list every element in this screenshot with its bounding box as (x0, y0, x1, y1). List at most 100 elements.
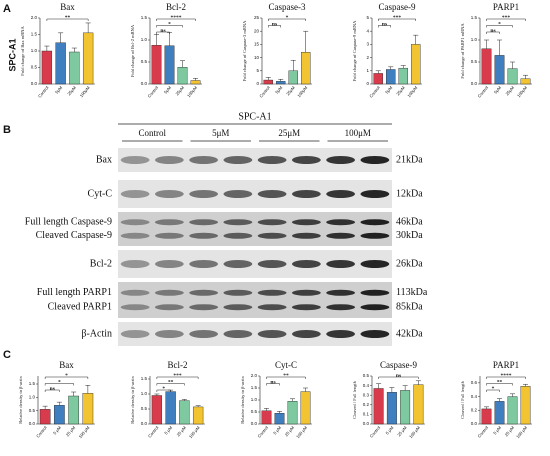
group-label: 25μM (278, 128, 300, 138)
bar (301, 52, 311, 85)
error-bar (167, 32, 172, 46)
significance-label: * (162, 386, 165, 392)
y-tick-label: 1.0 (141, 391, 148, 396)
significance-bracket (486, 389, 500, 392)
y-tick-label: 1.0 (251, 397, 258, 402)
y-tick-label: 0.5 (471, 59, 478, 64)
x-tick-label: 25μM (285, 85, 296, 97)
bar (151, 395, 163, 425)
significance-bracket (156, 31, 170, 34)
bar (82, 32, 94, 85)
band (291, 156, 321, 164)
y-tick-label: 0.6 (471, 380, 478, 385)
bar (386, 392, 397, 425)
y-tick-label: 4 (366, 28, 369, 33)
significance-bracket (46, 18, 89, 21)
chart-title: PARP1 (493, 360, 519, 370)
band (360, 304, 390, 311)
significance-bracket (378, 376, 419, 379)
x-tick-label: 100 μM (515, 425, 528, 439)
error-bar (413, 34, 419, 45)
bar (481, 48, 492, 85)
x-tick-label: 25μM (66, 85, 77, 97)
x-tick-label: 5 μM (163, 425, 173, 436)
y-axis-label: Relative density to β-actin (240, 376, 245, 424)
y-tick-label: 0.0 (471, 421, 478, 426)
y-tick-label: 0.5 (31, 65, 38, 70)
panel-label: A (3, 3, 11, 15)
significance-label: * (286, 15, 289, 21)
band (291, 289, 321, 296)
error-bar (85, 22, 91, 33)
protein-label: Bax (96, 154, 112, 165)
band (154, 330, 184, 338)
band (326, 219, 356, 226)
bar (411, 44, 421, 85)
error-bar (389, 387, 395, 393)
x-tick-label: Control (369, 425, 382, 439)
significance-bracket (486, 31, 500, 34)
bar (55, 42, 66, 85)
x-tick-label: 5 μM (492, 425, 502, 436)
y-tick-label: 0.0 (471, 81, 478, 86)
band (154, 219, 184, 226)
y-tick-label: 0.3 (363, 392, 370, 397)
chart-title: Caspase-9 (380, 360, 417, 370)
bar (68, 395, 79, 425)
size-label: 21kDa (396, 154, 423, 165)
significance-bracket (156, 389, 171, 392)
bar (274, 413, 285, 425)
x-tick-label: 25 μM (396, 425, 408, 438)
size-label: 113kDa (396, 287, 428, 298)
error-bar (44, 45, 50, 51)
error-bar (484, 406, 489, 409)
band (189, 219, 219, 226)
x-tick-label: 100 μM (188, 425, 201, 439)
y-axis-label: Fold change of Bax mRNA (20, 26, 25, 76)
bar (398, 67, 408, 85)
chart-title: Caspase-3 (269, 2, 306, 12)
bar (261, 410, 272, 425)
y-axis-label: Cleaved / Full length (460, 380, 465, 419)
bar (507, 396, 518, 425)
x-tick-label: 100μM (296, 85, 308, 98)
chart-title: PARP1 (493, 2, 519, 12)
x-tick-label: 100 μM (408, 425, 421, 439)
y-tick-label: 10 (254, 55, 260, 60)
blot-strip (118, 282, 392, 318)
band (189, 260, 219, 268)
band (223, 156, 253, 164)
y-tick-label: 1.0 (31, 48, 38, 53)
error-bar (195, 405, 201, 407)
bar (413, 384, 424, 425)
error-bar (290, 398, 295, 402)
significance-label: ** (168, 379, 174, 385)
y-tick-label: 1.0 (471, 37, 478, 42)
band (154, 260, 184, 268)
band (291, 304, 321, 311)
significance-label: ns (270, 379, 275, 385)
bar (165, 391, 176, 425)
bar (288, 70, 298, 85)
band (120, 219, 150, 226)
significance-label: ns (50, 386, 55, 392)
size-label: 26kDa (396, 258, 423, 269)
band (223, 304, 253, 311)
band (189, 232, 219, 239)
significance-bracket (486, 376, 526, 379)
band (154, 232, 184, 239)
x-tick-label: 100 μM (295, 425, 308, 439)
size-label: 42kDa (396, 328, 423, 339)
error-bar (523, 383, 528, 387)
significance-bracket (156, 25, 183, 28)
x-tick-label: 100μM (186, 85, 198, 98)
significance-label: ns (272, 21, 277, 27)
band (291, 330, 321, 338)
bar (164, 45, 175, 85)
band (189, 330, 219, 338)
error-bar (85, 385, 91, 394)
significance-bracket (44, 376, 89, 379)
y-tick-label: 25 (254, 15, 260, 20)
x-tick-label: Control (368, 85, 381, 99)
protein-label: Full length Caspase-9 (25, 216, 112, 227)
